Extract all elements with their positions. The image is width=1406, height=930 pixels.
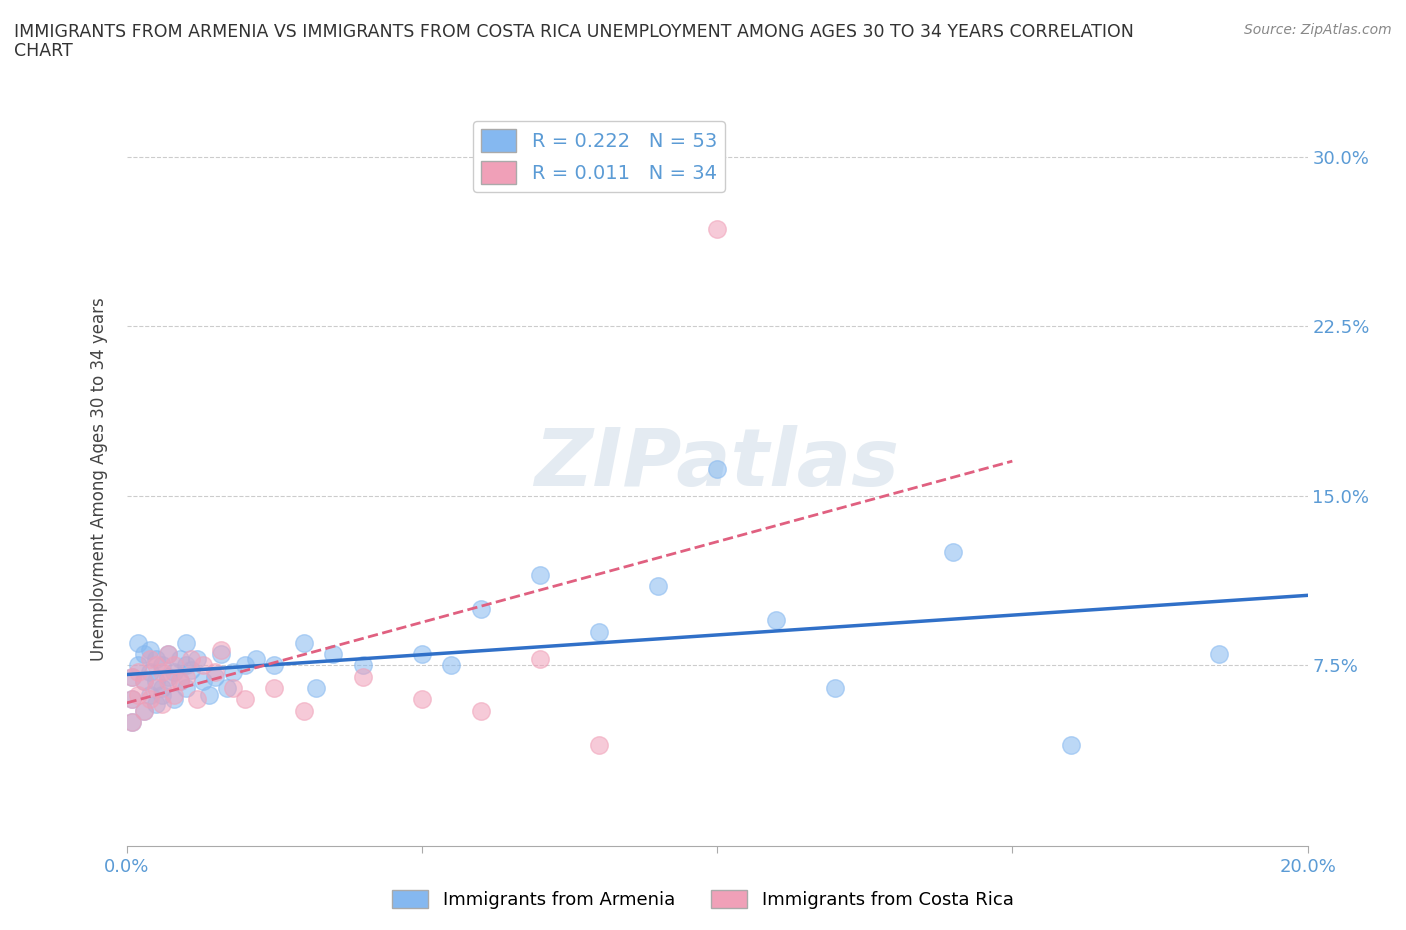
Point (193, 674, 215, 689)
Y-axis label: Unemployment Among Ages 30 to 34 years: Unemployment Among Ages 30 to 34 years (90, 297, 108, 661)
Point (169, 674, 191, 689)
Point (440, 658, 463, 673)
Point (765, 613, 787, 628)
Point (233, 658, 256, 673)
Point (145, 658, 167, 673)
Text: CHART: CHART (14, 42, 73, 60)
Point (156, 646, 179, 661)
Point (121, 670, 143, 684)
Point (127, 665, 149, 680)
Point (134, 703, 156, 718)
Point (186, 651, 208, 666)
Point (134, 703, 156, 718)
Point (145, 697, 167, 711)
Point (121, 714, 143, 729)
Point (215, 681, 238, 696)
Point (134, 674, 156, 689)
Point (139, 687, 162, 702)
Point (150, 697, 173, 711)
Point (145, 681, 167, 696)
Point (1208, 646, 1230, 661)
Point (174, 681, 197, 696)
Point (145, 651, 167, 666)
Point (209, 643, 232, 658)
Point (1060, 737, 1083, 752)
Point (163, 687, 186, 702)
Point (470, 602, 492, 617)
Point (588, 624, 610, 639)
Point (150, 665, 173, 680)
Point (150, 687, 173, 702)
Point (145, 674, 167, 689)
Point (174, 635, 197, 650)
Point (127, 658, 149, 673)
Point (163, 665, 186, 680)
Point (180, 651, 202, 666)
Point (204, 665, 226, 680)
Point (352, 670, 374, 684)
Point (169, 651, 191, 666)
Point (263, 681, 285, 696)
Point (134, 646, 156, 661)
Point (588, 737, 610, 752)
Point (127, 687, 149, 702)
Point (411, 692, 433, 707)
Point (706, 221, 728, 236)
Point (193, 658, 215, 673)
Text: ZIPatlas: ZIPatlas (534, 425, 900, 503)
Point (204, 670, 226, 684)
Point (198, 687, 221, 702)
Text: IMMIGRANTS FROM ARMENIA VS IMMIGRANTS FROM COSTA RICA UNEMPLOYMENT AMONG AGES 30: IMMIGRANTS FROM ARMENIA VS IMMIGRANTS FR… (14, 23, 1133, 41)
Point (163, 658, 186, 673)
Point (134, 674, 156, 689)
Legend: Immigrants from Armenia, Immigrants from Costa Rica: Immigrants from Armenia, Immigrants from… (385, 883, 1021, 916)
Point (150, 658, 173, 673)
Point (352, 658, 374, 673)
Point (233, 692, 256, 707)
Point (186, 692, 208, 707)
Point (529, 567, 551, 582)
Point (156, 670, 179, 684)
Point (263, 658, 285, 673)
Point (139, 643, 162, 658)
Text: Source: ZipAtlas.com: Source: ZipAtlas.com (1244, 23, 1392, 37)
Point (121, 692, 143, 707)
Point (529, 651, 551, 666)
Point (156, 646, 179, 661)
Point (180, 662, 202, 677)
Point (209, 646, 232, 661)
Point (411, 646, 433, 661)
Point (150, 681, 173, 696)
Point (163, 692, 186, 707)
Point (706, 461, 728, 476)
Point (139, 692, 162, 707)
Point (470, 703, 492, 718)
Point (121, 692, 143, 707)
Point (292, 703, 315, 718)
Point (292, 635, 315, 650)
Point (127, 635, 149, 650)
Legend: R = 0.222   N = 53, R = 0.011   N = 34: R = 0.222 N = 53, R = 0.011 N = 34 (474, 121, 724, 192)
Point (121, 714, 143, 729)
Point (647, 578, 669, 593)
Point (156, 674, 179, 689)
Point (322, 646, 344, 661)
Point (942, 545, 965, 560)
Point (222, 681, 245, 696)
Point (139, 665, 162, 680)
Point (174, 670, 197, 684)
Point (169, 674, 191, 689)
Point (824, 681, 846, 696)
Point (245, 651, 267, 666)
Point (304, 681, 326, 696)
Point (121, 670, 143, 684)
Point (222, 665, 245, 680)
Point (174, 658, 197, 673)
Point (139, 651, 162, 666)
